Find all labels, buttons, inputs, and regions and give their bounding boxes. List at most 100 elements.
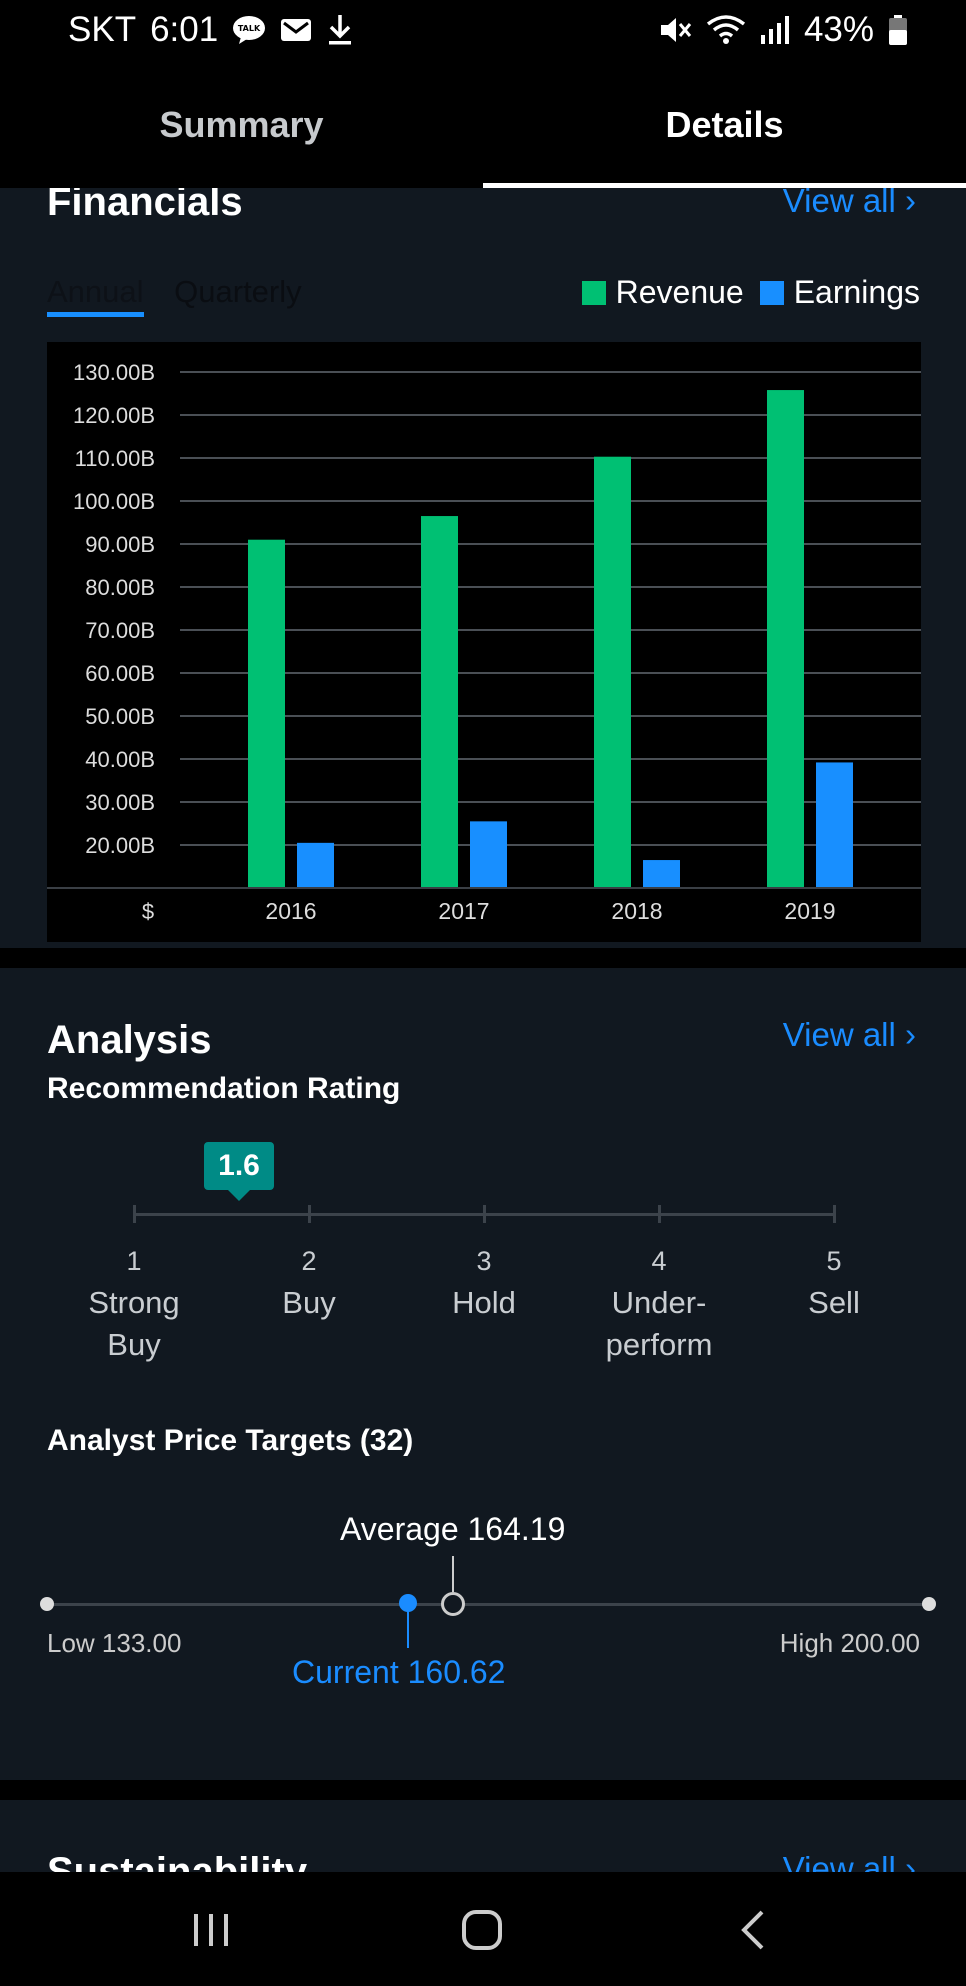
rating-number: 5: [826, 1246, 842, 1276]
carrier-label: SKT: [68, 10, 137, 49]
y-tick-label: 60.00B: [85, 661, 155, 686]
x-tick-label: 2016: [265, 898, 316, 924]
rating-number: 3: [476, 1246, 492, 1276]
average-tick: [452, 1556, 454, 1592]
y-tick-label: 90.00B: [85, 532, 155, 557]
average-label: Average 164.19: [340, 1511, 566, 1547]
price-range-line: [47, 1603, 929, 1606]
legend-revenue: Revenue: [615, 274, 744, 310]
financials-chart: 20.00B 30.00B 40.00B 50.00B 60.00B 70.00B 80.0…: [47, 342, 921, 942]
y-tick-label: 30.00B: [85, 790, 155, 815]
tab-summary[interactable]: Summary: [0, 62, 483, 188]
rating-tick: [483, 1205, 486, 1223]
revenue-swatch: [581, 280, 606, 305]
y-tick-label: 120.00B: [73, 403, 155, 428]
tab-quarterly[interactable]: Quarterly: [174, 274, 302, 309]
sustainability-card: Sustainability View all ›: [0, 1800, 966, 1880]
current-label: Current 160.62: [292, 1654, 506, 1690]
rating-tick: [833, 1205, 836, 1223]
average-marker: [441, 1592, 465, 1616]
rating-badge-pointer: [226, 1188, 252, 1201]
y-tick-label: 100.00B: [73, 489, 155, 514]
revenue-bar-2019: [767, 390, 804, 888]
svg-text:TALK: TALK: [238, 24, 261, 33]
period-tabs: Annual Quarterly: [47, 274, 302, 317]
x-tick-label: 2018: [611, 898, 662, 924]
tab-details-label: Details: [665, 104, 784, 145]
revenue-bar-2018: [594, 456, 631, 888]
rating-label-line1: Strong: [88, 1285, 180, 1320]
rating-label-line2: perform: [605, 1327, 713, 1362]
wifi-icon: [706, 15, 746, 44]
rating-scale-label: 5 Sell: [734, 1240, 934, 1324]
rating-label-line1: Sell: [808, 1285, 860, 1320]
y-tick-label: 20.00B: [85, 833, 155, 858]
rating-scale-label: 1 Strong Buy: [34, 1240, 234, 1366]
earnings-bar-2017: [470, 821, 507, 888]
rating-number: 1: [126, 1246, 142, 1276]
y-tick-label: 130.00B: [73, 360, 155, 385]
rating-tick: [133, 1205, 136, 1223]
current-marker: [399, 1594, 417, 1612]
y-tick-label: 110.00B: [75, 446, 155, 471]
tab-summary-label: Summary: [159, 104, 324, 145]
active-tab-indicator: [483, 183, 966, 188]
recommendation-title: Recommendation Rating: [47, 1072, 401, 1105]
tab-details[interactable]: Details: [483, 62, 966, 188]
earnings-swatch: [759, 280, 784, 305]
earnings-bar-2016: [297, 842, 334, 888]
analysis-title: Analysis: [47, 1018, 212, 1062]
rating-tick: [658, 1205, 661, 1223]
rating-tick: [308, 1205, 311, 1223]
financials-view-all[interactable]: View all ›: [782, 188, 916, 219]
x-tick-label: 2017: [438, 898, 489, 924]
earnings-bar-2019: [816, 762, 853, 888]
low-label: Low 133.00: [47, 1628, 182, 1658]
rating-label-line1: Buy: [282, 1285, 336, 1320]
financials-card: Financials View all › Annual Quarterly R…: [0, 188, 966, 948]
earnings-bar-2018: [643, 860, 680, 888]
financials-title: Financials: [47, 188, 243, 224]
rating-label-line2: Buy: [107, 1327, 161, 1362]
recent-apps-icon[interactable]: [192, 1910, 232, 1950]
chart-legend: Revenue Earnings: [581, 274, 920, 311]
rating-scale-label: 4 Under-perform: [559, 1240, 759, 1366]
revenue-bar-2016: [248, 539, 285, 888]
low-dot: [40, 1597, 54, 1611]
rating-number: 2: [301, 1246, 317, 1276]
battery-icon: [889, 15, 907, 45]
system-nav-bar: [0, 1872, 966, 1986]
status-bar: SKT 6:01 TALK 43%: [0, 0, 966, 62]
y-tick-label: 80.00B: [85, 575, 155, 600]
battery-percent: 43%: [803, 10, 874, 49]
y-tick-label: 50.00B: [85, 704, 155, 729]
x-tick-label: 2019: [784, 898, 835, 924]
status-left: SKT 6:01 TALK: [68, 10, 354, 50]
signal-icon: [760, 16, 789, 44]
tab-annual[interactable]: Annual: [47, 274, 144, 317]
analysis-card: Analysis View all › Recommendation Ratin…: [0, 968, 966, 1780]
kakaotalk-icon: TALK: [233, 16, 266, 44]
rating-label-line1: Hold: [452, 1285, 516, 1320]
download-icon: [329, 15, 352, 45]
back-icon[interactable]: [738, 1908, 768, 1952]
rating-scale-label: 2 Buy: [209, 1240, 409, 1324]
top-tabs: Summary Details: [0, 62, 966, 188]
rating-value: 1.6: [218, 1149, 260, 1182]
home-icon[interactable]: [460, 1908, 504, 1952]
revenue-bar-2017: [421, 516, 458, 888]
rating-scale-label: 3 Hold: [384, 1240, 584, 1324]
clock: 6:01: [150, 10, 219, 49]
price-targets-title: Analyst Price Targets (32): [47, 1424, 414, 1457]
status-right: 43%: [658, 10, 908, 50]
high-label: High 200.00: [779, 1628, 920, 1658]
y-tick-label: 40.00B: [85, 747, 155, 772]
rating-label-line1: Under-: [611, 1285, 707, 1320]
mail-icon: [281, 19, 312, 41]
rating-badge: 1.6: [204, 1142, 274, 1190]
analysis-view-all[interactable]: View all ›: [782, 1016, 916, 1053]
y-tick-label: 70.00B: [85, 618, 155, 643]
legend-earnings: Earnings: [793, 274, 920, 310]
currency-label: $: [142, 899, 154, 924]
high-dot: [922, 1597, 936, 1611]
